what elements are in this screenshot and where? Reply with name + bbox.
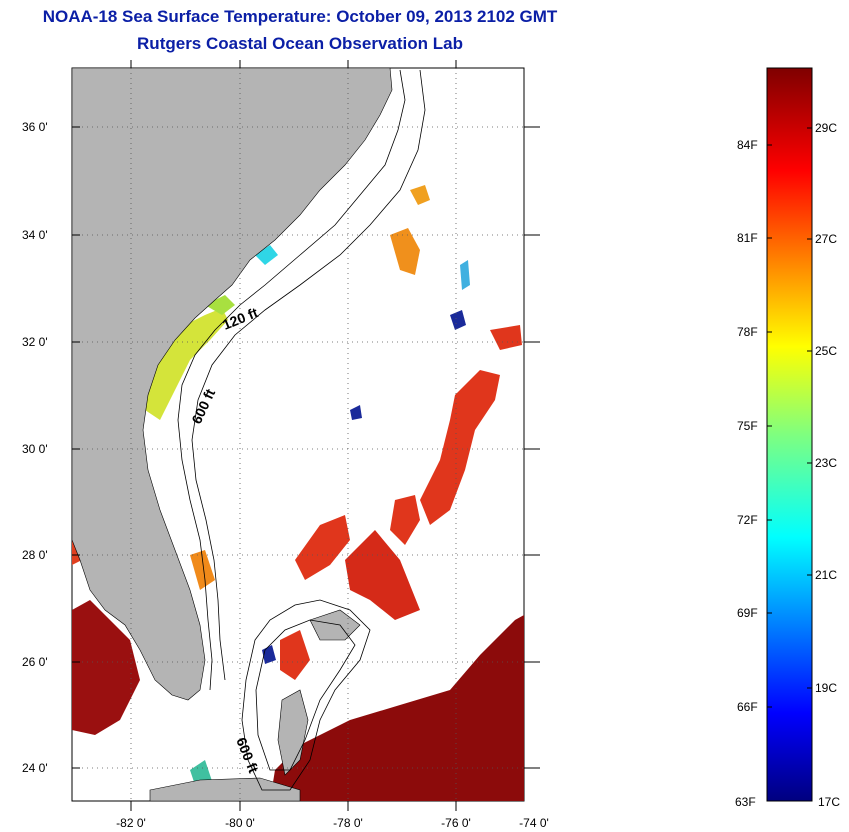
sst-mid-patch: [205, 295, 235, 315]
lat-label: 26 0': [22, 655, 48, 669]
lon-label: -74 0': [519, 816, 549, 830]
bathymetry-contours: [177, 69, 426, 791]
colorbar-c-label: 29C: [815, 121, 837, 135]
land-bahamas-north: [309, 609, 361, 641]
colorbar-c-label: 19C: [815, 681, 837, 695]
sst-cold-patch: [450, 310, 466, 330]
lat-label: 32 0': [22, 335, 48, 349]
lon-label: -80 0': [225, 816, 255, 830]
land: [71, 67, 393, 802]
colorbar-c-label: 25C: [815, 344, 837, 358]
colorbar-f-label: 66F: [737, 700, 758, 714]
colorbar-f-label: 81F: [737, 231, 758, 245]
contour-bahamas: [241, 599, 371, 791]
sst-warm-patch: [490, 325, 522, 350]
colorbar-f-label: 84F: [737, 138, 758, 152]
sst-cold-patch: [350, 405, 362, 420]
sst-warm-patch: [295, 515, 350, 580]
contour-bahamas-inner: [255, 619, 356, 771]
map-subtitle: Rutgers Coastal Ocean Observation Lab: [137, 34, 463, 53]
lat-label: 30 0': [22, 442, 48, 456]
land-andros: [277, 689, 309, 776]
lat-label: 34 0': [22, 228, 48, 242]
contour-120ft: [177, 69, 406, 691]
sst-warm-patch: [280, 630, 310, 680]
colorbar-f-label: 69F: [737, 606, 758, 620]
colorbar-f-label: 75F: [737, 419, 758, 433]
lon-label: -78 0': [333, 816, 363, 830]
sst-cool-patch: [255, 245, 278, 265]
land-cuba: [149, 777, 301, 802]
lon-label: -76 0': [441, 816, 471, 830]
colorbar-c-label: 23C: [815, 456, 837, 470]
sst-mid-patch: [145, 308, 228, 420]
colorbar-ticks: [767, 127, 812, 708]
colorbar-f-label: 72F: [737, 513, 758, 527]
sst-warm-patch: [345, 530, 420, 620]
sst-orange-patch: [410, 185, 430, 205]
sst-patches: [72, 185, 524, 801]
colorbar-c-label: 21C: [815, 568, 837, 582]
lat-label: 28 0': [22, 548, 48, 562]
sst-hot-region: [270, 615, 524, 801]
lat-label: 24 0': [22, 761, 48, 775]
map-title: NOAA-18 Sea Surface Temperature: October…: [42, 7, 558, 26]
sst-hot-region-west: [72, 600, 140, 735]
colorbar-f-label: 63F: [735, 795, 756, 809]
contour-600ft: [191, 69, 426, 681]
map-gridlines: [72, 68, 524, 801]
sst-warm-patch: [390, 495, 420, 545]
colorbar-f-label: 78F: [737, 325, 758, 339]
lon-label: -82 0': [116, 816, 146, 830]
colorbar-c-label: 27C: [815, 232, 837, 246]
colorbar-c-label: 17C: [818, 795, 840, 809]
map-ticks: [72, 60, 540, 811]
sst-orange-patch: [390, 228, 420, 275]
sst-cool-patch: [460, 260, 470, 290]
sst-warm-patch: [420, 370, 500, 525]
lat-label: 36 0': [22, 120, 48, 134]
colorbar-ramp: [766, 67, 813, 802]
land-mainland: [71, 67, 393, 701]
sst-orange-patch: [190, 550, 215, 590]
